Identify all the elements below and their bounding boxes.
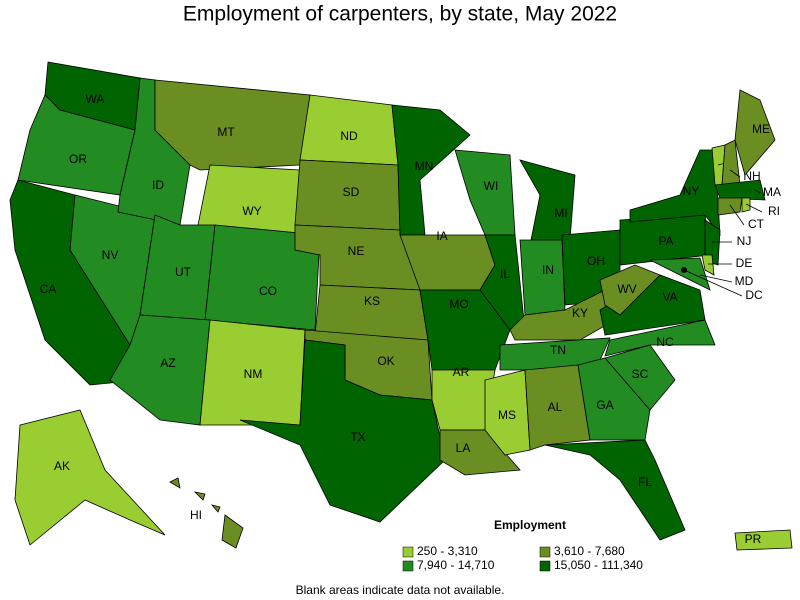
state-region bbox=[169, 477, 181, 489]
leader-line bbox=[683, 269, 743, 297]
state-label: ND bbox=[340, 129, 358, 143]
state-label: KY bbox=[572, 306, 588, 320]
state-label: ID bbox=[152, 178, 164, 192]
state-region bbox=[210, 504, 221, 513]
leader-line bbox=[729, 169, 741, 178]
state-label: WV bbox=[617, 282, 636, 296]
state-label: MA bbox=[763, 185, 781, 199]
state-label: TX bbox=[350, 430, 365, 444]
state-label: NE bbox=[348, 244, 365, 258]
state-region bbox=[577, 357, 651, 441]
map-title: Employment of carpenters, by state, May … bbox=[183, 3, 617, 26]
state-region bbox=[604, 344, 676, 411]
leader-line bbox=[745, 203, 763, 213]
state-label: DE bbox=[736, 256, 753, 270]
state-region bbox=[484, 369, 531, 456]
state-region bbox=[704, 219, 721, 266]
state-label: RI bbox=[768, 204, 780, 218]
legend-label: 250 - 3,310 bbox=[417, 544, 478, 558]
state-label: DC bbox=[745, 288, 763, 302]
state-region bbox=[524, 364, 591, 451]
state-label: WI bbox=[484, 179, 499, 193]
state-label: NJ bbox=[737, 234, 752, 248]
state-label: MN bbox=[415, 159, 434, 173]
state-region bbox=[439, 429, 521, 476]
state-label: AL bbox=[548, 400, 563, 414]
state-region bbox=[741, 197, 751, 213]
state-label: MD bbox=[735, 274, 754, 288]
state-region bbox=[649, 257, 711, 291]
state-region bbox=[714, 179, 766, 201]
state-label: KS bbox=[364, 294, 380, 308]
footnote: Blank areas indicate data not available. bbox=[296, 583, 505, 597]
legend-swatch bbox=[402, 560, 414, 572]
state-region bbox=[734, 529, 793, 551]
legend-swatch bbox=[539, 560, 551, 572]
state-label: IL bbox=[500, 267, 510, 281]
state-label: AK bbox=[54, 459, 70, 473]
state-region bbox=[519, 239, 566, 316]
state-label: PR bbox=[745, 532, 762, 546]
state-region bbox=[717, 197, 743, 216]
state-label: MI bbox=[554, 206, 567, 220]
state-label: NM bbox=[244, 367, 263, 381]
leader-line bbox=[754, 189, 761, 194]
legend-label: 15,050 - 111,340 bbox=[554, 558, 643, 572]
state-label: AR bbox=[453, 365, 470, 379]
state-label: AZ bbox=[160, 356, 175, 370]
leader-line bbox=[699, 274, 733, 283]
state-label: HI bbox=[190, 508, 202, 522]
state-label: GA bbox=[596, 398, 613, 412]
state-region bbox=[519, 159, 576, 246]
state-label: TN bbox=[550, 343, 566, 357]
state-label: NH bbox=[743, 169, 760, 183]
state-label: MS bbox=[498, 408, 516, 422]
state-label: IN bbox=[542, 263, 554, 277]
state-region bbox=[544, 439, 686, 541]
state-label: WA bbox=[86, 92, 105, 106]
legend-label: 3,610 - 7,680 bbox=[554, 544, 625, 558]
state-label: CO bbox=[259, 284, 277, 298]
state-region bbox=[734, 89, 776, 176]
legend-swatch bbox=[539, 546, 551, 558]
legend-swatch bbox=[402, 546, 414, 558]
state-label: MO bbox=[449, 297, 468, 311]
state-label: CA bbox=[40, 282, 57, 296]
state-region bbox=[701, 254, 715, 276]
state-label: OR bbox=[69, 152, 87, 166]
state-region bbox=[14, 409, 166, 546]
state-label: WY bbox=[242, 204, 261, 218]
state-label: UT bbox=[175, 265, 192, 279]
state-label: OK bbox=[377, 354, 394, 368]
state-label: MT bbox=[217, 125, 235, 139]
state-label: LA bbox=[456, 441, 471, 455]
state-label: NV bbox=[102, 248, 119, 262]
state-label: PA bbox=[658, 234, 673, 248]
state-label: FL bbox=[638, 475, 652, 489]
state-label: VA bbox=[662, 290, 677, 304]
state-label: SC bbox=[632, 367, 649, 381]
legend-title: Employment bbox=[494, 518, 566, 532]
state-label: SD bbox=[343, 185, 360, 199]
state-region bbox=[193, 491, 206, 501]
state-label: NY bbox=[683, 184, 700, 198]
state-label: OH bbox=[587, 254, 605, 268]
state-region bbox=[391, 104, 471, 236]
leader-line bbox=[729, 204, 745, 226]
state-region bbox=[239, 339, 446, 523]
state-label: CT bbox=[748, 217, 765, 231]
state-label: IA bbox=[436, 229, 447, 243]
state-label: NC bbox=[656, 335, 674, 349]
legend-label: 7,940 - 14,710 bbox=[417, 558, 495, 572]
state-region bbox=[604, 319, 716, 357]
state-label: ME bbox=[752, 122, 770, 136]
state-region bbox=[599, 264, 661, 316]
state-region bbox=[221, 514, 244, 549]
state-region bbox=[204, 224, 321, 331]
